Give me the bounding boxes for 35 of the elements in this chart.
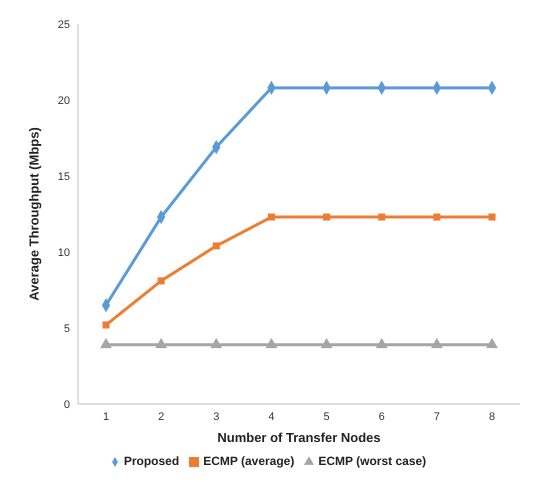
point [376, 338, 388, 348]
point [433, 214, 440, 221]
point [430, 338, 443, 348]
point [212, 242, 220, 250]
y-axis-title: Average Throughput (Mbps) [26, 127, 42, 301]
y-tick-label: 25 [58, 18, 70, 31]
x-tick-label: 3 [213, 410, 220, 423]
point [210, 338, 222, 348]
point [102, 321, 110, 328]
y-tick-label: 20 [58, 94, 70, 107]
x-tick-label: 7 [434, 410, 440, 423]
y-tick-label: 10 [58, 246, 70, 259]
y-tick-label: 15 [58, 170, 70, 183]
point [268, 214, 275, 221]
point [158, 277, 165, 284]
point [155, 338, 168, 348]
x-axis-title: Number of Transfer Nodes [217, 430, 381, 445]
legend-label: Proposed [124, 454, 180, 468]
y-tick-label: 0 [64, 398, 70, 411]
x-tick-label: 5 [324, 410, 330, 423]
legend-label: ECMP (average) [203, 454, 294, 468]
x-tick-label: 2 [158, 410, 164, 423]
legend-label: ECMP (worst case) [318, 454, 426, 468]
point [320, 338, 332, 348]
x-tick-label: 8 [488, 410, 496, 423]
point [378, 214, 386, 221]
point [488, 214, 496, 221]
point [486, 338, 498, 348]
point [266, 338, 278, 348]
point [100, 338, 112, 348]
x-tick-label: 1 [102, 410, 110, 423]
y-tick-label: 5 [64, 322, 70, 335]
x-tick-label: 6 [378, 410, 385, 423]
point [323, 214, 330, 221]
x-tick-label: 4 [268, 410, 274, 423]
